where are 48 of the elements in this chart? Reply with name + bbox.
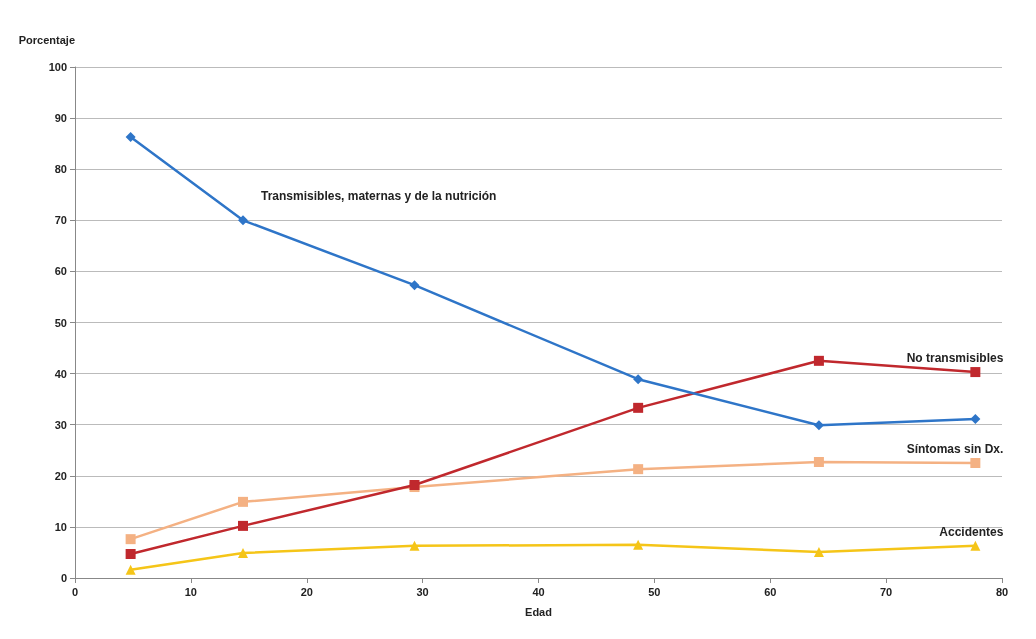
point — [125, 534, 136, 545]
x-tick-label: 20 — [300, 585, 313, 598]
series-label: Accidentes — [939, 524, 1004, 539]
y-tick-label: 20 — [54, 469, 67, 482]
y-tick-label: 40 — [54, 367, 67, 380]
point — [409, 280, 420, 291]
point — [238, 215, 249, 226]
point — [125, 132, 136, 143]
point — [125, 548, 136, 559]
y-tick-label: 50 — [54, 316, 67, 329]
x-tick-label: 30 — [416, 585, 429, 598]
point — [238, 547, 249, 558]
point — [970, 458, 981, 469]
x-tick-label: 80 — [995, 585, 1009, 598]
series-label: No transmisibles — [906, 351, 1004, 366]
point — [238, 520, 249, 531]
point — [970, 367, 981, 378]
point — [409, 540, 420, 551]
point — [970, 540, 981, 551]
point — [813, 355, 824, 366]
x-axis-title: Edad — [525, 605, 552, 618]
point — [633, 374, 644, 385]
point — [633, 539, 644, 550]
y-tick-label: 60 — [54, 265, 67, 278]
y-axis-title: Porcentaje — [18, 33, 75, 46]
point — [238, 496, 249, 507]
y-tick-label: 90 — [54, 112, 67, 125]
x-tick-label: 10 — [184, 585, 197, 598]
x-tick-label: 60 — [764, 585, 777, 598]
y-tick-label: 0 — [60, 572, 67, 584]
point — [633, 464, 644, 475]
series-label: Síntomas sin Dx. — [906, 442, 1004, 457]
x-tick-label: 40 — [532, 585, 545, 598]
point — [813, 420, 824, 431]
point — [813, 546, 824, 557]
point — [970, 414, 981, 425]
x-tick-label: 0 — [71, 585, 79, 598]
y-tick-label: 80 — [54, 163, 67, 176]
series-label: Transmisibles, maternas y de la nutrición — [261, 189, 497, 204]
y-tick-label: 30 — [54, 418, 67, 431]
y-tick-label: 100 — [48, 61, 67, 73]
x-tick-label: 70 — [880, 585, 893, 598]
point — [125, 564, 136, 575]
y-tick-label: 10 — [54, 520, 67, 533]
x-tick-label: 50 — [648, 585, 661, 598]
point — [813, 457, 824, 467]
y-tick-label: 70 — [54, 214, 67, 227]
point — [633, 402, 644, 413]
